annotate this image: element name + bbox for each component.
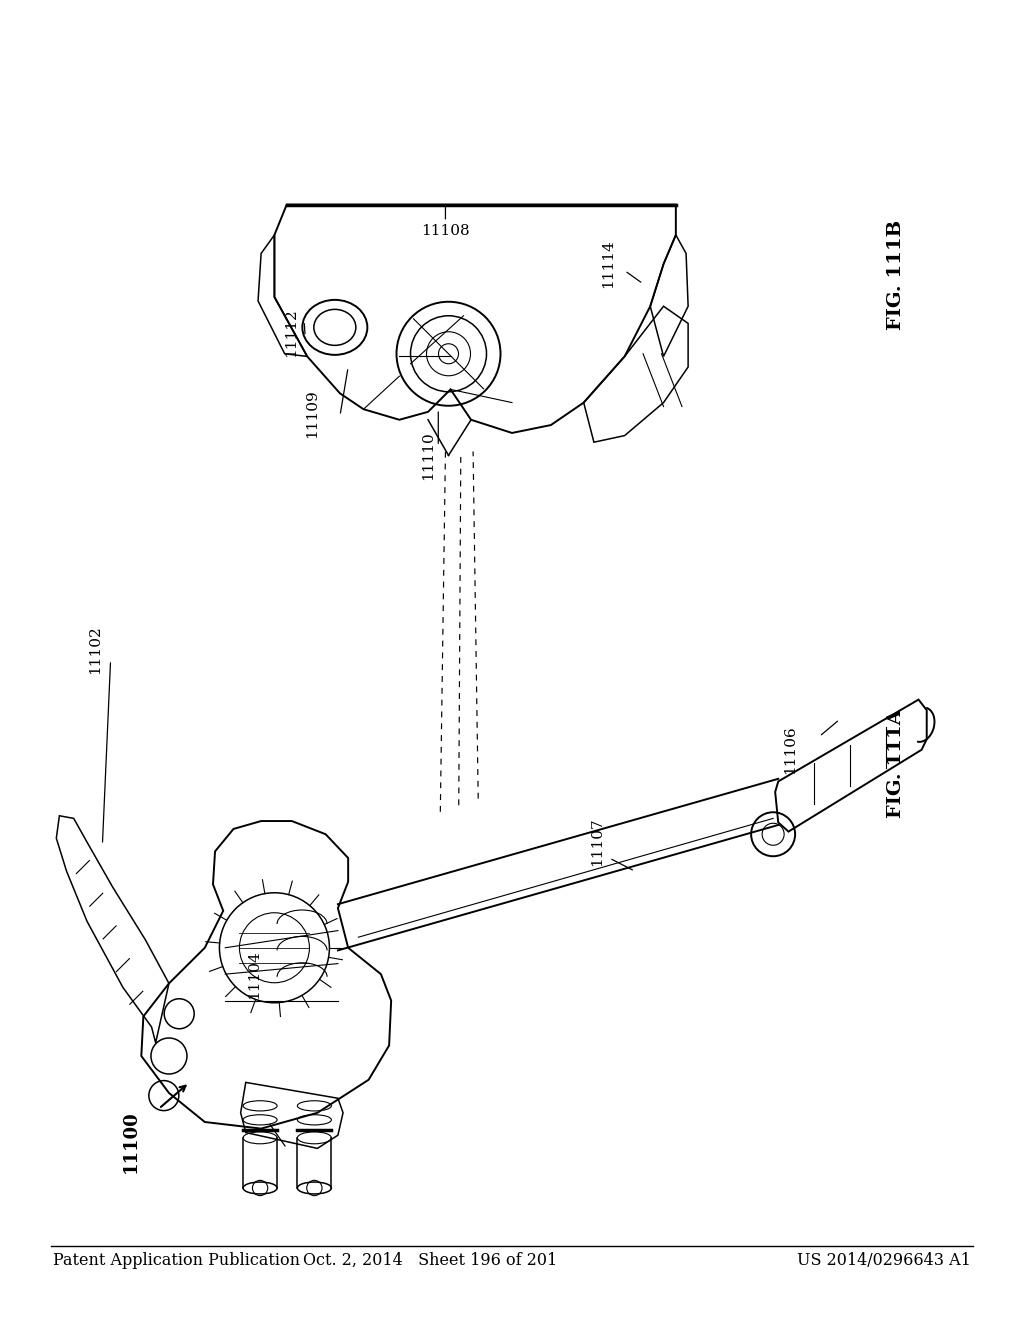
Text: 11114: 11114 xyxy=(601,240,615,288)
Text: US 2014/0296643 A1: US 2014/0296643 A1 xyxy=(797,1253,971,1269)
Text: 11100: 11100 xyxy=(122,1110,140,1173)
Text: 11112: 11112 xyxy=(284,309,298,356)
Text: FIG. 111A: FIG. 111A xyxy=(887,710,905,818)
Text: 11104: 11104 xyxy=(247,950,261,998)
Text: 11106: 11106 xyxy=(783,726,798,774)
Text: 11108: 11108 xyxy=(421,224,470,238)
Text: 11107: 11107 xyxy=(590,818,604,866)
Text: 11109: 11109 xyxy=(305,389,319,437)
Text: 11110: 11110 xyxy=(421,432,435,479)
Text: 11102: 11102 xyxy=(88,626,102,673)
Text: Patent Application Publication: Patent Application Publication xyxy=(53,1253,300,1269)
Text: FIG. 111B: FIG. 111B xyxy=(887,219,905,330)
Text: Oct. 2, 2014   Sheet 196 of 201: Oct. 2, 2014 Sheet 196 of 201 xyxy=(303,1253,557,1269)
